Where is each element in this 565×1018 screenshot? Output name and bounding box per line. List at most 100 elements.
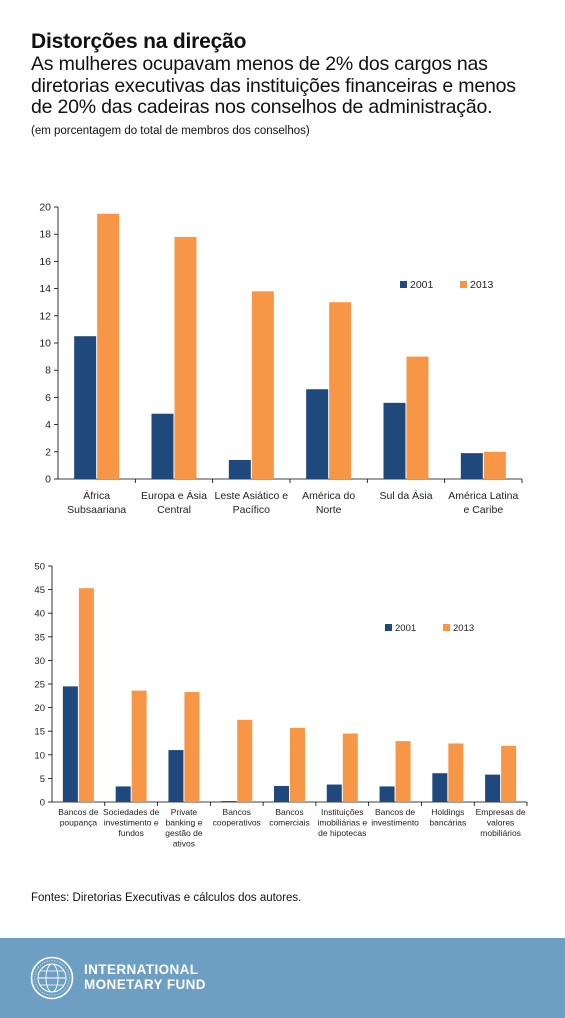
legend-label-2001: 2001	[410, 279, 434, 291]
legend-swatch-2001	[400, 281, 407, 288]
bar-2013-2	[251, 291, 274, 479]
bar-2001-3	[306, 389, 329, 479]
y-tick-label: 4	[45, 419, 51, 431]
y-tick-label: 2	[45, 446, 51, 458]
bar-2001-0	[62, 686, 78, 802]
bar-2001-1	[151, 413, 174, 479]
bar-2013-2	[184, 692, 200, 802]
y-tick-label: 8	[45, 365, 51, 377]
category-label-line: Bancos de	[58, 807, 98, 817]
category-label: Sul da Ásia	[379, 489, 432, 502]
y-tick-label: 30	[34, 656, 45, 667]
y-tick-label: 0	[40, 798, 45, 809]
category-label: Bancos de investimento	[371, 807, 419, 828]
category-label-line: imobiliárias e	[317, 818, 367, 828]
bar-2013-1	[174, 236, 197, 479]
bar-2013-5	[483, 451, 506, 479]
category-label-line: bancárias	[429, 818, 466, 828]
bar-2013-3	[237, 719, 253, 802]
bar-2001-5	[326, 784, 342, 802]
bar-2001-2	[168, 750, 184, 802]
category-label-line: investimento	[371, 818, 419, 828]
chart-subtitle: As mulheres ocupavam menos de 2% dos car…	[31, 53, 516, 118]
bar-2013-8	[501, 745, 517, 802]
category-label-line: investimento e	[104, 818, 159, 828]
bar-2013-1	[131, 690, 147, 802]
category-label: Empresas de valores mobiliários	[476, 807, 526, 838]
bar-2001-6	[379, 786, 395, 802]
category-label-line: ativos	[173, 839, 195, 849]
category-label: Bancos de poupança	[58, 807, 98, 828]
category-label-line: Bancos	[275, 807, 303, 817]
chart-title: Distorções na direção	[31, 30, 247, 53]
bar-2001-1	[115, 786, 131, 802]
bar-2001-7	[432, 773, 448, 802]
sources-note: Fontes: Diretorias Executivas e cálculos…	[31, 892, 302, 904]
legend-swatch-2013	[460, 281, 467, 288]
wordmark-line-2: MONETARY FUND	[84, 977, 206, 992]
bar-2001-5	[460, 453, 483, 479]
category-label-line: América Latina	[448, 490, 518, 502]
category-label: Private banking e gestão de ativos	[165, 807, 203, 849]
category-label-line: Bancos de	[375, 807, 415, 817]
category-label-line: Empresas de	[476, 807, 526, 817]
imf-wordmark: INTERNATIONAL MONETARY FUND	[84, 962, 206, 992]
category-label-line: América do	[302, 490, 355, 502]
bar-2013-0	[97, 213, 120, 480]
category-label-line: Holdings	[431, 807, 464, 817]
category-label-line: gestão de	[165, 828, 203, 838]
category-label: América Latina e Caribe	[448, 490, 518, 516]
y-tick-label: 40	[34, 609, 45, 620]
category-label-line: comerciais	[269, 818, 310, 828]
category-label: Holdings bancárias	[429, 807, 466, 828]
y-tick-label: 6	[45, 392, 51, 404]
category-label-line: Europa e Ásia	[141, 489, 207, 502]
unit-note: (em porcentagem do total de membros dos …	[31, 124, 310, 137]
y-tick-label: 10	[39, 338, 51, 350]
y-tick-label: 45	[34, 585, 45, 596]
category-label-line: Private	[171, 807, 198, 817]
bar-2013-4	[290, 727, 305, 802]
bar-2013-7	[448, 743, 464, 802]
legend-label-2013: 2013	[470, 279, 494, 291]
y-tick-label: 20	[39, 202, 51, 214]
y-tick-label: 25	[34, 680, 45, 691]
bar-2001-8	[485, 774, 501, 802]
imf-seal-icon	[30, 956, 74, 1000]
bar-2001-3	[221, 801, 237, 802]
wordmark-line-1: INTERNATIONAL	[84, 962, 199, 977]
bar-2001-4	[274, 785, 289, 802]
legend-swatch-2001	[385, 624, 392, 631]
category-label-line: e Caribe	[463, 504, 503, 516]
category-label: Sociedades de investimento e fundos	[103, 807, 160, 838]
category-label-line: mobiliários	[480, 828, 521, 838]
y-tick-label: 0	[45, 474, 51, 486]
legend-label-2013: 2013	[453, 623, 474, 634]
y-tick-label: 50	[34, 562, 45, 573]
category-label-line: África	[83, 489, 110, 502]
category-label: África Subsaariana	[67, 489, 126, 516]
category-label-line: fundos	[118, 828, 144, 838]
bar-2001-2	[228, 459, 251, 479]
category-label: América do Norte	[302, 490, 355, 516]
y-tick-label: 12	[39, 310, 51, 322]
y-tick-label: 14	[39, 283, 51, 295]
bar-2013-6	[395, 741, 411, 802]
footer: INTERNATIONAL MONETARY FUND	[0, 938, 565, 1018]
chart-regions: 0 2 4 6 8 10 12 14 16 18 20 África Subsaariana Europa…	[39, 202, 523, 516]
category-label: Europa e Ásia Central	[141, 489, 207, 516]
bar-2013-3	[329, 302, 352, 479]
category-label-line: Central	[157, 504, 191, 516]
y-tick-label: 18	[39, 229, 51, 241]
category-label-line: banking e	[166, 818, 203, 828]
bar-2013-0	[78, 588, 94, 802]
category-label: Bancos comerciais	[269, 807, 310, 828]
y-tick-label: 10	[34, 750, 45, 761]
bar-2001-4	[383, 402, 406, 479]
category-label-line: Sociedades de	[103, 807, 160, 817]
y-tick-label: 35	[34, 632, 45, 643]
category-label-line: Norte	[316, 504, 342, 516]
category-label-line: Leste Asiático e	[215, 490, 289, 502]
category-label-line: Instituições	[321, 807, 364, 817]
category-label-line: poupança	[60, 818, 98, 828]
